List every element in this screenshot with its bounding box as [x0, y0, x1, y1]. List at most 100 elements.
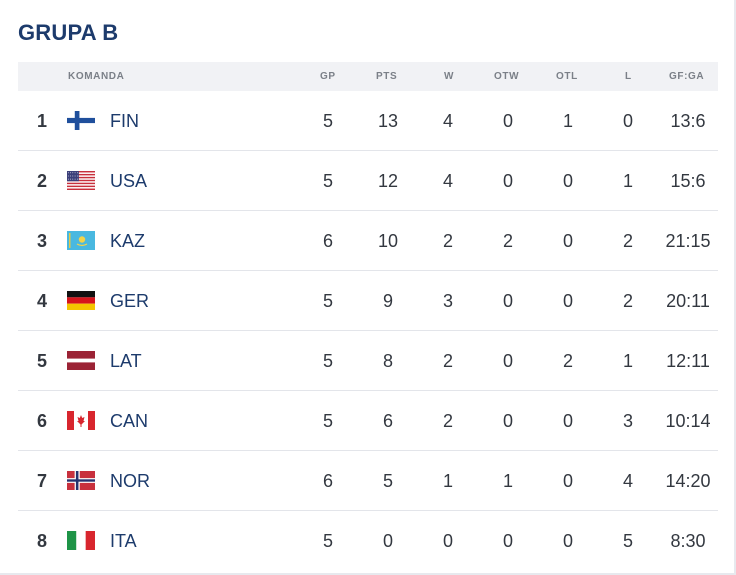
w-cell: 0: [442, 531, 453, 551]
latvia-flag-icon: [67, 351, 95, 370]
rank-cell: 7: [36, 471, 47, 491]
gp-cell: 6: [322, 471, 333, 491]
otl-cell: 1: [562, 111, 573, 131]
w-cell: 2: [442, 351, 453, 371]
usa-flag-icon: [67, 171, 95, 190]
team-name[interactable]: KAZ: [110, 231, 146, 251]
otl-cell: 0: [562, 411, 573, 431]
kazakhstan-flag-icon: [67, 231, 95, 250]
w-cell: 1: [442, 471, 453, 491]
pts-cell: 10: [377, 231, 399, 251]
canada-flag-icon: [67, 411, 95, 430]
header-team: KOMANDA: [68, 71, 125, 82]
table-row[interactable]: 1 FIN 5 13 4 0 1 0 13:6: [18, 91, 718, 151]
l-cell: 1: [622, 351, 633, 371]
otl-cell: 0: [562, 171, 573, 191]
italy-flag-icon: [67, 531, 95, 550]
gfga-cell: 21:15: [665, 231, 711, 251]
pts-cell: 5: [382, 471, 393, 491]
gfga-cell: 15:6: [670, 171, 706, 191]
pts-cell: 8: [382, 351, 393, 371]
otl-cell: 2: [562, 351, 573, 371]
pts-cell: 0: [382, 531, 393, 551]
otw-cell: 0: [502, 411, 513, 431]
table-header: KOMANDA GP PTS W OTW OTL L GF:GA: [18, 62, 718, 91]
l-cell: 2: [622, 231, 633, 251]
w-cell: 2: [442, 411, 453, 431]
otw-cell: 2: [502, 231, 513, 251]
table-row[interactable]: 3 KAZ 6 10 2 2 0 2 21:15: [18, 211, 718, 271]
otl-cell: 0: [562, 471, 573, 491]
otw-cell: 0: [502, 291, 513, 311]
l-cell: 0: [622, 111, 633, 131]
l-cell: 3: [622, 411, 633, 431]
otl-cell: 0: [562, 291, 573, 311]
header-otw: OTW: [494, 71, 520, 82]
w-cell: 4: [442, 171, 453, 191]
rank-cell: 4: [36, 291, 47, 311]
table-row[interactable]: 2 USA 5 12 4 0 0 1 15:6: [18, 151, 718, 211]
otw-cell: 0: [502, 531, 513, 551]
otl-cell: 0: [562, 231, 573, 251]
otw-cell: 0: [502, 171, 513, 191]
l-cell: 2: [622, 291, 633, 311]
rank-cell: 5: [36, 351, 47, 371]
header-otl: OTL: [556, 71, 578, 82]
otl-cell: 0: [562, 531, 573, 551]
gp-cell: 5: [322, 111, 333, 131]
gp-cell: 5: [322, 411, 333, 431]
header-w: W: [444, 71, 455, 82]
header-gp: GP: [320, 71, 336, 82]
otw-cell: 0: [502, 351, 513, 371]
rank-cell: 1: [36, 111, 47, 131]
group-title: GRUPA B: [18, 20, 119, 45]
gp-cell: 5: [322, 171, 333, 191]
table-row[interactable]: 6 CAN 5 6 2 0 0 3 10:14: [18, 391, 718, 451]
gp-cell: 6: [322, 231, 333, 251]
gfga-cell: 8:30: [670, 531, 706, 551]
team-name[interactable]: CAN: [110, 411, 149, 431]
team-name[interactable]: LAT: [110, 351, 142, 371]
team-name[interactable]: NOR: [110, 471, 150, 491]
pts-cell: 6: [382, 411, 393, 431]
gfga-cell: 12:11: [666, 351, 710, 371]
rank-cell: 6: [36, 411, 47, 431]
gfga-cell: 14:20: [665, 471, 711, 491]
rank-cell: 8: [36, 531, 47, 551]
team-name[interactable]: ITA: [110, 531, 137, 551]
header-pts: PTS: [376, 71, 398, 82]
team-name[interactable]: GER: [110, 291, 150, 311]
rank-cell: 2: [36, 171, 47, 191]
table-row[interactable]: 4 GER 5 9 3 0 0 2 20:11: [18, 271, 718, 331]
finland-flag-icon: [67, 111, 95, 130]
l-cell: 5: [622, 531, 633, 551]
team-name[interactable]: FIN: [110, 111, 139, 131]
norway-flag-icon: [67, 471, 95, 490]
otw-cell: 1: [502, 471, 513, 491]
pts-cell: 12: [377, 171, 399, 191]
w-cell: 3: [442, 291, 453, 311]
header-l: L: [625, 71, 632, 82]
gfga-cell: 20:11: [666, 291, 710, 311]
l-cell: 4: [622, 471, 633, 491]
germany-flag-icon: [67, 291, 95, 310]
team-name[interactable]: USA: [110, 171, 148, 191]
otw-cell: 0: [502, 111, 513, 131]
gp-cell: 5: [322, 291, 333, 311]
gfga-cell: 13:6: [670, 111, 706, 131]
pts-cell: 9: [382, 291, 393, 311]
gp-cell: 5: [322, 351, 333, 371]
pts-cell: 13: [377, 111, 399, 131]
table-row[interactable]: 5 LAT 5 8 2 0 2 1 12:11: [18, 331, 718, 391]
table-row[interactable]: 8 ITA 5 0 0 0 0 5 8:30: [18, 511, 718, 570]
rank-cell: 3: [36, 231, 47, 251]
w-cell: 2: [442, 231, 453, 251]
gfga-cell: 10:14: [665, 411, 711, 431]
table-row[interactable]: 7 NOR 6 5 1 1 0 4 14:20: [18, 451, 718, 511]
header-gfga: GF:GA: [669, 71, 705, 82]
gp-cell: 5: [322, 531, 333, 551]
l-cell: 1: [622, 171, 633, 191]
standings-table: KOMANDA GP PTS W OTW OTL L GF:GA 1 FIN 5 13…: [18, 62, 718, 570]
w-cell: 4: [442, 111, 453, 131]
